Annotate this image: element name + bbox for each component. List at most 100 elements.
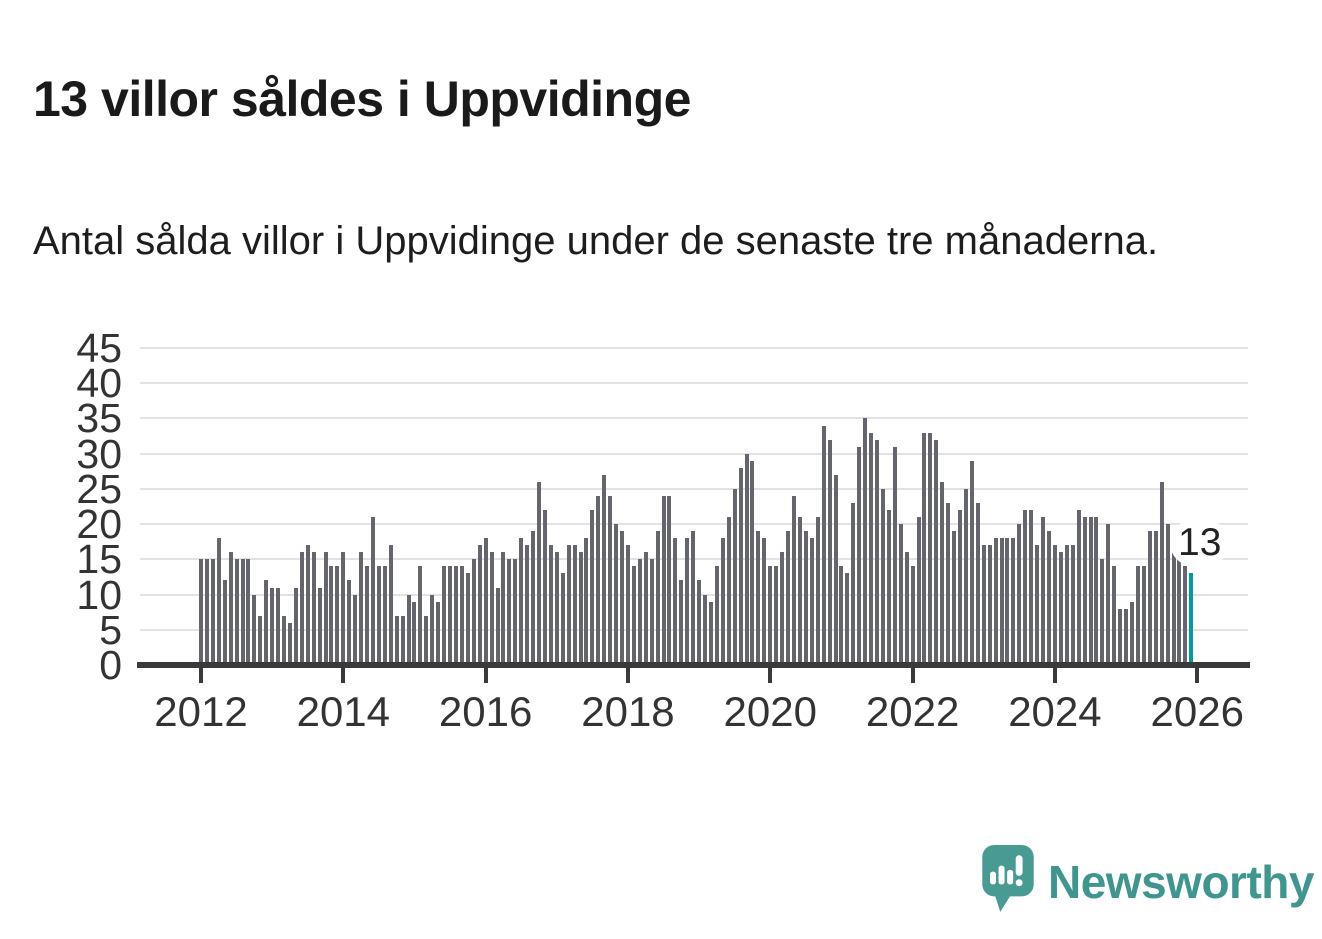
bar — [1082, 517, 1087, 665]
bar — [359, 552, 364, 665]
bar — [347, 580, 352, 665]
y-axis-label: 10 — [76, 571, 122, 618]
bar — [489, 552, 494, 665]
x-axis-label: 2024 — [1008, 688, 1102, 735]
bar — [1017, 524, 1022, 665]
bar — [934, 439, 939, 665]
bar — [1124, 608, 1129, 665]
bar — [548, 545, 553, 665]
bar — [869, 432, 874, 665]
bar — [667, 495, 672, 665]
bar — [394, 615, 399, 665]
bar — [1171, 545, 1176, 665]
bar — [1112, 566, 1117, 665]
y-axis-label: 30 — [76, 430, 122, 477]
bar — [797, 517, 802, 665]
bar — [892, 446, 897, 665]
bar — [744, 453, 749, 665]
bar — [1165, 524, 1170, 665]
bar — [815, 517, 820, 665]
bar — [537, 481, 541, 665]
bar — [483, 538, 488, 665]
bar — [1159, 481, 1164, 665]
bar — [270, 587, 275, 665]
bar — [287, 622, 292, 665]
x-axis-label: 2018 — [581, 688, 675, 735]
bar — [958, 510, 963, 665]
bar — [234, 559, 239, 665]
x-axis-tick — [341, 668, 346, 683]
bar — [400, 615, 405, 665]
bar — [946, 502, 951, 665]
y-axis-label: 35 — [76, 395, 122, 442]
bar — [726, 517, 731, 665]
bar — [910, 566, 915, 665]
bar — [1052, 545, 1057, 665]
bar — [685, 538, 690, 665]
bar — [477, 545, 482, 665]
bar — [756, 531, 761, 665]
bar — [975, 502, 980, 665]
bar — [738, 467, 743, 665]
bar-latest — [1189, 573, 1194, 665]
bar — [940, 481, 945, 665]
bar — [453, 566, 458, 665]
bar — [714, 566, 719, 665]
bar — [886, 510, 891, 665]
bar — [1177, 559, 1182, 665]
bar — [507, 559, 512, 665]
bar — [1141, 566, 1146, 665]
bar — [317, 587, 322, 665]
bar — [750, 460, 755, 665]
bar — [821, 425, 826, 665]
y-axis-label: 5 — [99, 606, 122, 653]
gridline — [140, 452, 1248, 455]
x-axis-tick — [483, 668, 488, 683]
bar — [525, 545, 530, 665]
bar — [311, 552, 316, 665]
bar — [305, 545, 310, 665]
bar — [679, 580, 684, 665]
bar — [922, 432, 927, 665]
bar — [762, 538, 767, 665]
bar — [952, 531, 957, 665]
bar — [904, 552, 909, 665]
bar — [792, 495, 796, 665]
bar — [442, 566, 447, 665]
bar — [1183, 566, 1188, 665]
last-value-label: 13 — [1170, 520, 1230, 566]
bar — [590, 510, 595, 665]
x-axis-label: 2012 — [154, 688, 248, 735]
bar — [863, 418, 868, 665]
x-axis-label: 2014 — [296, 688, 391, 735]
x-axis-line — [137, 662, 1250, 668]
bar — [620, 531, 625, 665]
bar — [768, 566, 773, 665]
bar — [1058, 552, 1063, 665]
bar — [1130, 601, 1134, 665]
bar — [827, 439, 832, 665]
y-axis-label: 25 — [76, 465, 122, 512]
gridline — [140, 347, 1248, 349]
bar — [916, 517, 921, 665]
bar — [643, 552, 648, 665]
bar — [293, 587, 298, 665]
bar — [1106, 524, 1111, 665]
bar — [614, 524, 619, 665]
x-axis-label: 2022 — [865, 688, 960, 735]
speech-bubble-chart-icon — [982, 845, 1034, 912]
bar — [299, 552, 304, 665]
bar — [228, 552, 233, 665]
x-axis-tick — [768, 668, 773, 683]
bar — [1100, 559, 1105, 665]
bar — [584, 538, 589, 665]
bar — [1076, 510, 1081, 665]
bar — [424, 615, 429, 665]
bar — [851, 502, 856, 665]
bar — [625, 545, 630, 665]
bar — [637, 559, 642, 665]
x-axis-tick — [910, 668, 915, 683]
page-title: 13 villor såldes i Uppvidinge — [33, 70, 691, 127]
bar — [531, 531, 536, 665]
bar — [708, 601, 713, 665]
